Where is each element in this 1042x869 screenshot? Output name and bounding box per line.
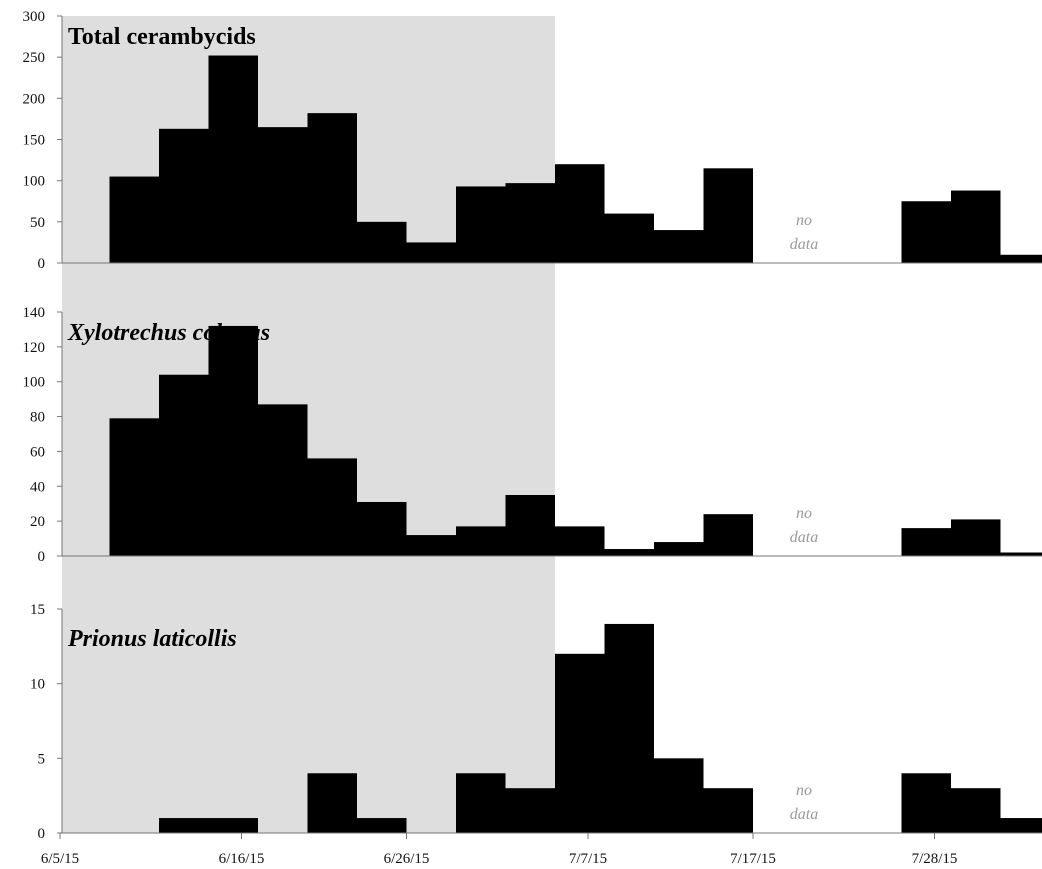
x-tick-label: 6/26/15 [384,851,430,867]
x-tick-label: 7/17/15 [730,851,776,867]
bar [159,374,209,556]
bar [604,549,654,556]
panel-title: Total cerambycids [68,24,256,50]
panel-1: 0 50 100 150 200 250 300 Total cerambycids no dat… [23,9,1042,272]
y-tick-label: 100 [23,174,46,190]
bar [208,325,258,556]
panel-3: 0 5 10 15 Prionus laticollis no data [30,602,1042,842]
bar [307,773,357,833]
bar [109,176,159,263]
x-tick-label: 7/28/15 [912,851,958,867]
bar [505,788,555,833]
bar [307,113,357,263]
bar [357,221,407,263]
x-axis: 6/5/15 6/16/15 6/26/15 7/7/15 7/17/15 7/28/15… [41,833,958,867]
bar [307,458,357,556]
y-tick-label: 250 [23,50,46,66]
bar [109,418,159,556]
bar [258,127,308,264]
no-data-label: no data [790,782,818,823]
y-tick-label: 50 [30,215,45,231]
bar [1000,552,1042,556]
no-data-label: no data [790,505,818,546]
bar [159,128,209,263]
bar [258,404,308,556]
panel-title: Xylotrechus colonus [67,320,270,346]
bar [654,230,704,263]
bar [208,818,258,833]
y-tick-label: 150 [23,133,46,149]
bar [1000,254,1042,263]
y-tick-label: 5 [38,751,46,767]
bar [406,242,456,263]
x-tick-label: 7/7/15 [569,851,607,867]
panel-title: Prionus laticollis [67,626,237,652]
bar [357,501,407,556]
y-tick-label: 120 [23,340,46,356]
bar [456,526,506,556]
bar [357,818,407,833]
y-tick-label: 0 [38,826,46,842]
bar [604,623,654,833]
bar [901,528,951,556]
y-tick-label: 10 [30,677,45,693]
y-tick-label: 15 [30,602,45,618]
bar [703,788,753,833]
y-tick-label: 40 [30,479,45,495]
bar [654,758,704,833]
no-data-label: no data [790,212,818,253]
bar [901,773,951,833]
y-tick-label: 300 [23,9,46,25]
panel-2: 0 20 40 60 80 100 120 140 Xylotrechus colonus no d… [23,305,1042,565]
bar [901,201,951,263]
bar [654,542,704,556]
y-tick-label: 60 [30,444,45,460]
bar [703,168,753,263]
y-tick-label: 200 [23,91,46,107]
y-tick-label: 0 [38,256,46,272]
x-tick-label: 6/16/15 [219,851,265,867]
bar [604,213,654,263]
bar [951,190,1001,263]
bar [951,519,1001,556]
y-tick-label: 140 [23,305,46,321]
bar [456,186,506,263]
bar [505,495,555,556]
bar [555,653,605,833]
bar [208,55,258,263]
bar [159,818,209,833]
y-tick-label: 100 [23,375,46,391]
bar [1000,818,1042,833]
bar [406,535,456,556]
y-tick-label: 20 [30,514,45,530]
y-tick-label: 80 [30,410,45,426]
bar [505,183,555,263]
bar [456,773,506,833]
bar [555,526,605,556]
y-tick-label: 0 [38,549,46,565]
x-tick-label: 6/5/15 [41,851,79,867]
bar [951,788,1001,833]
bar [703,514,753,556]
bar [555,164,605,263]
